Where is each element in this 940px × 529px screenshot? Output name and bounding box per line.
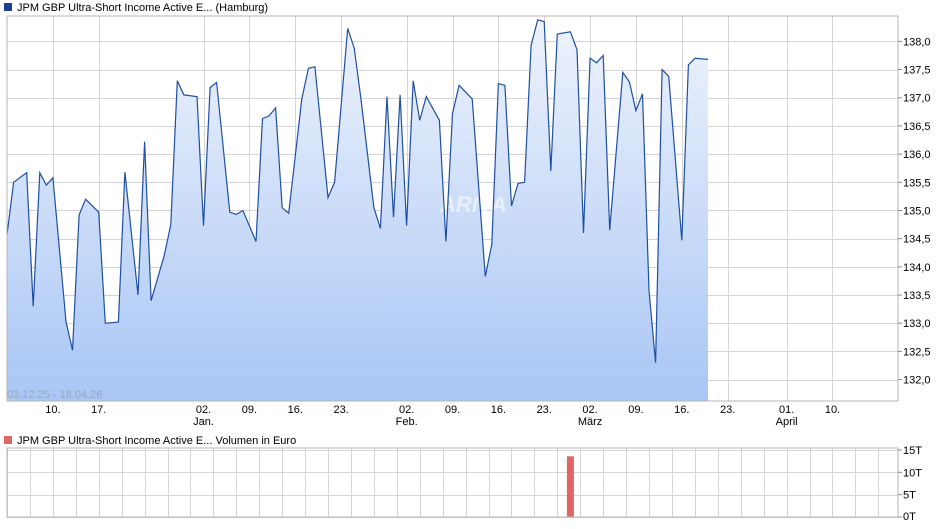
price-x-tick-label: 02. — [582, 404, 597, 416]
price-x-tick-label: 10. — [825, 404, 840, 416]
price-y-tick-label: 136,0 — [903, 149, 931, 161]
volume-plot-frame — [6, 447, 899, 518]
price-y-tick-label: 135,5 — [903, 177, 931, 189]
volume-y-tick-label: 0T — [903, 511, 916, 523]
price-x-month-label: März — [578, 416, 602, 428]
price-x-tick-label: 23. — [720, 404, 735, 416]
volume-bar — [566, 456, 574, 517]
price-x-tick-label: 02. — [196, 404, 211, 416]
price-y-tick-label: 132,5 — [903, 346, 931, 358]
price-x-tick-label: 09. — [242, 404, 257, 416]
price-y-tick-label: 137,5 — [903, 65, 931, 77]
date-range-label: 03.12.25 - 18.04.26 — [7, 389, 102, 401]
price-y-axis: 132,0 132,5 133,0 133,5 134,0 134,5 135,0 135,5… — [898, 36, 931, 387]
price-y-tick-label: 136,5 — [903, 121, 931, 133]
price-y-tick-label: 132,0 — [903, 375, 931, 387]
price-y-tick-label: 138,0 — [903, 36, 931, 48]
price-area — [7, 19, 708, 402]
price-legend-swatch — [4, 3, 12, 11]
volume-y-tick-label: 15T — [903, 445, 922, 457]
watermark: ARIVA — [439, 192, 507, 217]
price-x-tick-label: 02. — [399, 404, 414, 416]
price-x-month-label: April — [776, 416, 798, 428]
price-x-tick-label: 23. — [333, 404, 348, 416]
price-x-tick-label: 09. — [628, 404, 643, 416]
volume-y-axis: 15T 10T 5T 0T — [898, 445, 922, 523]
price-y-tick-label: 137,0 — [903, 93, 931, 105]
price-x-tick-label: 16. — [288, 404, 303, 416]
volume-legend-swatch — [4, 436, 12, 444]
price-legend-label: JPM GBP Ultra-Short Income Active E... (… — [17, 2, 268, 14]
price-x-month-label: Feb. — [396, 416, 418, 428]
price-y-tick-label: 135,0 — [903, 205, 931, 217]
volume-grid — [7, 448, 898, 518]
price-y-tick-label: 133,5 — [903, 290, 931, 302]
price-x-tick-label: 09. — [445, 404, 460, 416]
price-plot-frame — [6, 15, 899, 402]
volume-legend-label: JPM GBP Ultra-Short Income Active E... V… — [17, 435, 296, 447]
volume-y-tick-label: 5T — [903, 490, 916, 502]
price-x-tick-label: 23. — [537, 404, 552, 416]
price-x-tick-label: 16. — [674, 404, 689, 416]
price-y-tick-label: 133,0 — [903, 318, 931, 330]
price-y-tick-label: 134,5 — [903, 234, 931, 246]
volume-y-tick-label: 10T — [903, 467, 922, 479]
price-x-tick-label: 10. — [45, 404, 60, 416]
price-x-tick-label: 01. — [779, 404, 794, 416]
price-series-line — [6, 19, 709, 363]
volume-bars — [566, 456, 574, 517]
price-x-month-label: Jan. — [193, 416, 214, 428]
price-x-tick-label: 17. — [91, 404, 106, 416]
price-y-tick-label: 134,0 — [903, 262, 931, 274]
price-x-tick-label: 16. — [491, 404, 506, 416]
price-x-axis: 10. 17. 02.Jan.09. 16. 23. 02.Feb.09. 16. 23. 02… — [45, 404, 840, 428]
